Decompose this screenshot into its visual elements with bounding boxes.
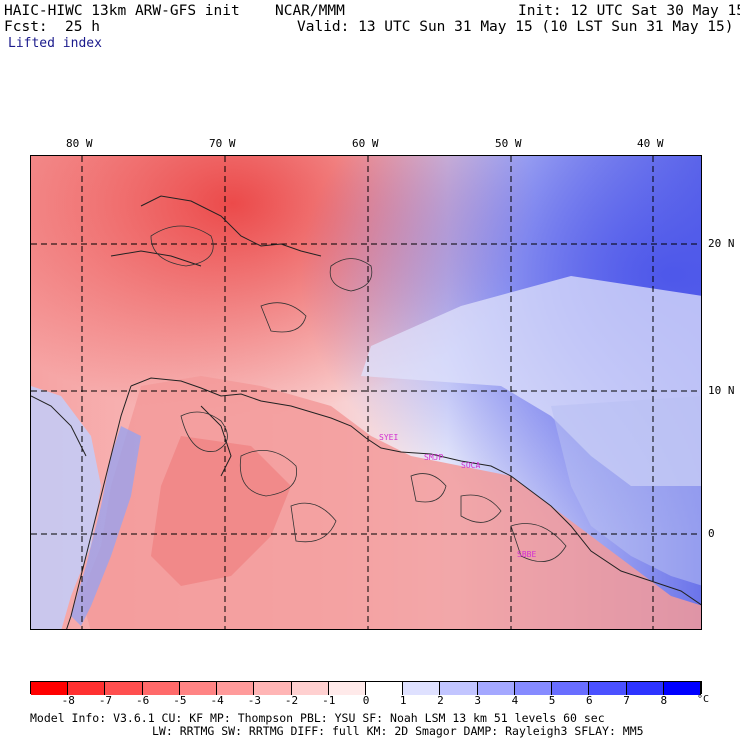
colorbar-cell (477, 682, 515, 695)
init-time: Init: 12 UTC Sat 30 May 15 (518, 3, 740, 19)
fcst-value: 25 h (65, 19, 100, 35)
lon-label-50w: 50 W (495, 137, 522, 150)
colorbar-cell (31, 682, 69, 695)
colorbar-tick-label: -6 (136, 694, 150, 707)
station-smjp: SMJP (424, 453, 443, 462)
stations: SYEI SMJP SOCA SBBE (379, 433, 536, 559)
lat-label-10n: 10 N (708, 384, 735, 397)
valid-time: Valid: 13 UTC Sun 31 May 15 (10 LST Sun … (297, 19, 734, 35)
colorbar-tick-label: 1 (399, 694, 407, 707)
fcst-label: Fcst: (4, 19, 48, 35)
lat-label-20n: 20 N (708, 237, 735, 250)
colorbar-cell (403, 682, 441, 695)
colorbar-tick-label: -7 (98, 694, 113, 707)
colorbar-tick-label: -5 (173, 694, 187, 707)
colorbar-cell (626, 682, 664, 695)
colorbar-cell (142, 682, 180, 695)
colorbar-tick-label: -8 (61, 694, 75, 707)
colorbar-tick-label: -1 (322, 694, 336, 707)
model-title: HAIC-HIWC 13km ARW-GFS init (4, 3, 240, 19)
colorbar-cell (552, 682, 590, 695)
colorbar-tick-label: 4 (511, 694, 519, 707)
field-stable-southeast (551, 396, 701, 586)
lon-label-60w: 60 W (352, 137, 379, 150)
station-soca: SOCA (461, 461, 480, 470)
lon-label-70w: 70 W (209, 137, 236, 150)
org-label: NCAR/MMM (275, 3, 345, 19)
lat-label-0: 0 (708, 527, 715, 540)
colorbar-cell (254, 682, 292, 695)
colorbar-tick-label: 6 (586, 694, 593, 707)
colorbar-tick-label: 7 (623, 694, 630, 707)
colorbar-cell (589, 682, 627, 695)
footer-line-2: LW: RRTMG SW: RRTMG DIFF: full KM: 2D Sm… (152, 724, 644, 738)
colorbar-cell (291, 682, 329, 695)
colorbar-cell (328, 682, 366, 695)
colorbar-cell (514, 682, 553, 695)
colorbar-tick-label: 8 (660, 694, 668, 707)
colorbar-tick-label: 5 (548, 694, 556, 707)
station-sbbe: SBBE (517, 550, 536, 559)
colorbar-tick-label: 0 (362, 694, 370, 707)
contours (150, 225, 567, 563)
field-unstable-core (151, 436, 291, 586)
colorbar-tick-label: 2 (437, 694, 444, 707)
colorbar-cell (68, 682, 106, 695)
colorbar (30, 681, 702, 695)
lifted-index-map: SYEI SMJP SOCA SBBE (30, 155, 702, 630)
colorbar-cell (663, 682, 701, 695)
map-canvas: SYEI SMJP SOCA SBBE (31, 156, 701, 629)
coastlines (31, 195, 701, 629)
colorbar-tick-label: -2 (284, 694, 299, 707)
colorbar-tick-label: -4 (210, 694, 224, 707)
colorbar-tick-label: 3 (474, 694, 481, 707)
footer-line-1: Model Info: V3.6.1 CU: KF MP: Thompson P… (30, 711, 605, 725)
field-stable-andes (71, 426, 141, 626)
lon-label-40w: 40 W (637, 137, 664, 150)
field-stable-pacific (31, 386, 101, 629)
colorbar-tick-label: -3 (247, 694, 261, 707)
field-name: Lifted index (8, 36, 102, 51)
colorbar-cell (440, 682, 478, 695)
graticule (31, 156, 701, 629)
colorbar-cell (105, 682, 143, 695)
colorbar-cell (366, 682, 404, 695)
station-syei: SYEI (379, 433, 398, 442)
lon-label-80w: 80 W (66, 137, 93, 150)
colorbar-cell (179, 682, 218, 695)
colorbar-unit: °C (697, 694, 710, 705)
colorbar-cell (217, 682, 255, 695)
